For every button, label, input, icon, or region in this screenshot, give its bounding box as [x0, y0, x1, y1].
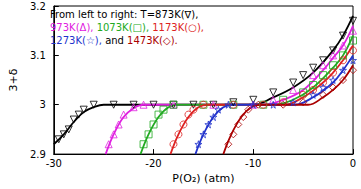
- svg-text:3.1: 3.1: [30, 50, 46, 61]
- svg-text:-10: -10: [245, 158, 261, 169]
- svg-text:and: and: [105, 35, 124, 46]
- svg-text:2.9: 2.9: [30, 149, 46, 160]
- svg-text:1173K(○),: 1173K(○),: [152, 22, 204, 33]
- svg-text:1473K(◇).: 1473K(◇).: [127, 35, 178, 46]
- svg-text:-30: -30: [46, 158, 62, 169]
- svg-text:-20: -20: [145, 158, 161, 169]
- svg-text:From left to right: T=873K(∇),: From left to right: T=873K(∇),: [50, 9, 198, 20]
- svg-text:3+δ: 3+δ: [7, 68, 20, 91]
- svg-text:0: 0: [350, 158, 356, 169]
- svg-text:973K(Δ),: 973K(Δ),: [50, 22, 93, 33]
- svg-text:1073K(□),: 1073K(□),: [97, 22, 149, 33]
- svg-text:P(O₂) (atm): P(O₂) (atm): [172, 172, 234, 185]
- svg-text:1273K(☆),: 1273K(☆),: [50, 35, 102, 46]
- svg-text:3: 3: [39, 99, 45, 110]
- svg-text:3.2: 3.2: [30, 1, 46, 12]
